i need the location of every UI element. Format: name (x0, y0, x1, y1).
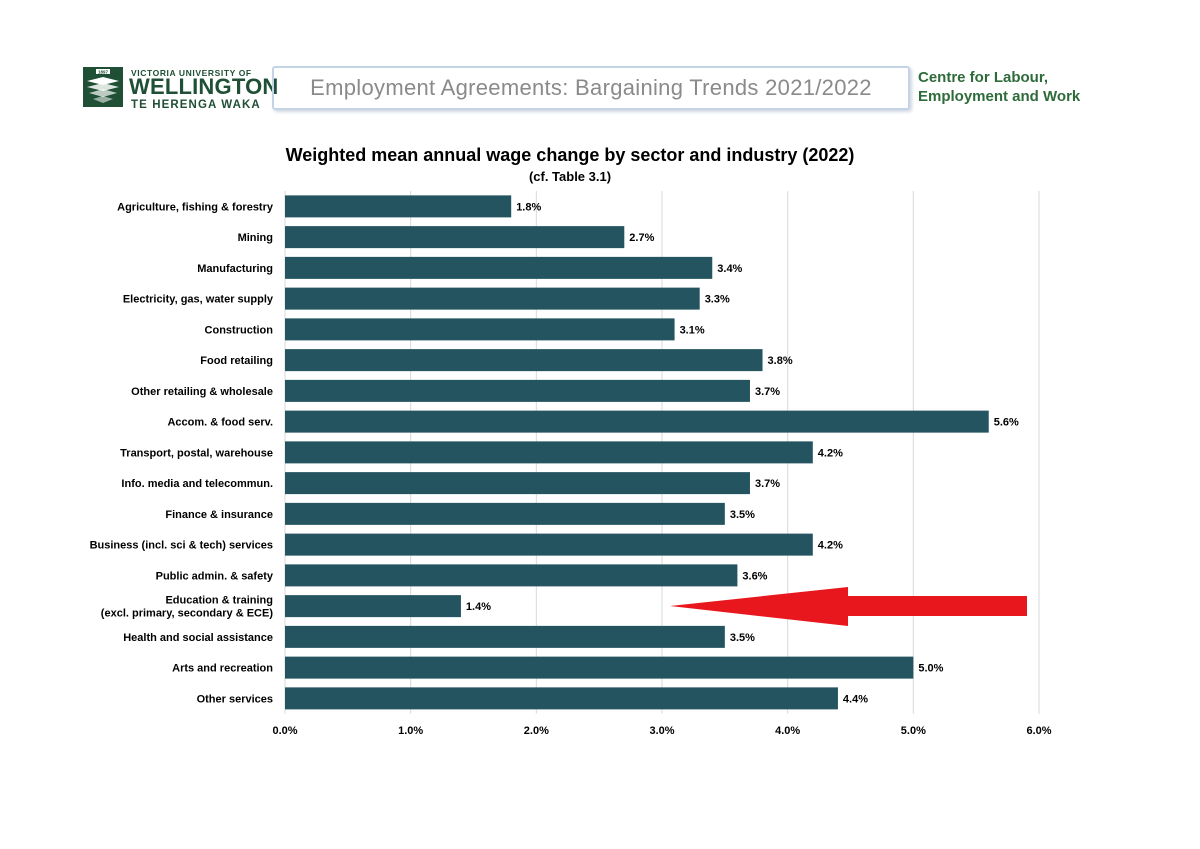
bar-value-label: 3.3% (705, 294, 730, 306)
category-label: Accom. & food serv. (167, 417, 273, 429)
bar-value-label: 3.8% (768, 355, 793, 367)
x-tick-label: 5.0% (901, 725, 926, 737)
report-title-box: Employment Agreements: Bargaining Trends… (272, 66, 910, 110)
bars (285, 195, 989, 710)
university-name-top: VICTORIA UNIVERSITY OF (131, 68, 252, 78)
bar (285, 226, 625, 249)
x-tick-label: 2.0% (524, 725, 549, 737)
bar-value-label: 4.2% (818, 540, 843, 552)
category-label: Health and social assistance (123, 632, 273, 644)
bar (285, 502, 725, 525)
university-logo: 1897 VICTORIA UNIVERSITY OF WELLINGTON T… (83, 67, 278, 111)
university-name-main: WELLINGTON (129, 74, 279, 99)
bar (285, 533, 813, 556)
logo-badge-year: 1897 (98, 69, 109, 74)
x-tick-label: 4.0% (775, 725, 800, 737)
bar (285, 349, 763, 372)
value-labels: 1.8% 2.7% 3.4% 3.3% 3.1% 3.8% 3.7% 5.6% 4.2% 3.7%… (466, 201, 1019, 705)
bar (285, 379, 750, 402)
category-label: Education & training (165, 595, 273, 607)
x-tick-label: 3.0% (649, 725, 674, 737)
bar-value-label: 1.4% (466, 601, 491, 613)
category-label: Other services (197, 693, 273, 705)
bar-value-label: 5.6% (994, 417, 1019, 429)
bar-value-label: 3.5% (730, 509, 755, 521)
category-label: Info. media and telecommun. (121, 478, 273, 490)
bar (285, 472, 750, 495)
centre-name: Centre for Labour, Employment and Work (918, 68, 1088, 106)
bar (285, 625, 725, 648)
chart-title: Weighted mean annual wage change by sect… (286, 145, 855, 165)
bar-value-label: 3.4% (717, 263, 742, 275)
category-label: Other retailing & wholesale (131, 386, 273, 398)
category-label: Transport, postal, warehouse (120, 447, 273, 459)
x-axis-tick-labels: 0.0% 1.0% 2.0% 3.0% 4.0% 5.0% 6.0% (272, 725, 1051, 737)
category-label: Finance & insurance (165, 509, 273, 521)
bar (285, 410, 989, 433)
centre-name-line-2: Employment and Work (918, 88, 1081, 105)
x-tick-label: 6.0% (1026, 725, 1051, 737)
report-title: Employment Agreements: Bargaining Trends… (310, 75, 872, 100)
category-label: Business (incl. sci & tech) services (90, 540, 273, 552)
category-labels: Agriculture, fishing & forestry Mining Man… (90, 201, 274, 705)
bar (285, 287, 700, 310)
university-crest-icon: 1897 (83, 67, 123, 107)
bar (285, 595, 461, 618)
category-label: Electricity, gas, water supply (123, 294, 274, 306)
university-name-maori: TE HERENGA WAKA (131, 99, 261, 111)
x-tick-label: 0.0% (272, 725, 297, 737)
category-label: Mining (238, 232, 273, 244)
bar-value-label: 3.5% (730, 632, 755, 644)
bar-value-label: 4.2% (818, 447, 843, 459)
category-label: Manufacturing (197, 263, 273, 275)
bar-value-label: 3.1% (680, 324, 705, 336)
bar (285, 441, 813, 464)
bar (285, 256, 713, 279)
bar (285, 687, 838, 710)
bar-value-label: 4.4% (843, 693, 868, 705)
bar-value-label: 2.7% (629, 232, 654, 244)
bar (285, 318, 675, 341)
bar (285, 195, 512, 218)
category-label: Public admin. & safety (156, 570, 274, 582)
category-label: Agriculture, fishing & forestry (117, 201, 274, 213)
category-label: (excl. primary, secondary & ECE) (101, 608, 274, 620)
bar-value-label: 5.0% (918, 663, 943, 675)
bar-value-label: 3.7% (755, 478, 780, 490)
bar-value-label: 3.6% (742, 570, 767, 582)
chart-subtitle: (cf. Table 3.1) (529, 169, 611, 184)
category-label: Construction (205, 324, 274, 336)
category-label: Food retailing (200, 355, 273, 367)
bar-value-label: 3.7% (755, 386, 780, 398)
bar (285, 656, 914, 679)
bar-value-label: 1.8% (516, 201, 541, 213)
centre-name-line-1: Centre for Labour, (918, 69, 1049, 86)
highlight-arrow-icon (670, 587, 1027, 626)
x-tick-label: 1.0% (398, 725, 423, 737)
category-label: Arts and recreation (172, 663, 273, 675)
page-header: 1897 VICTORIA UNIVERSITY OF WELLINGTON T… (0, 0, 1200, 130)
bar (285, 564, 738, 587)
